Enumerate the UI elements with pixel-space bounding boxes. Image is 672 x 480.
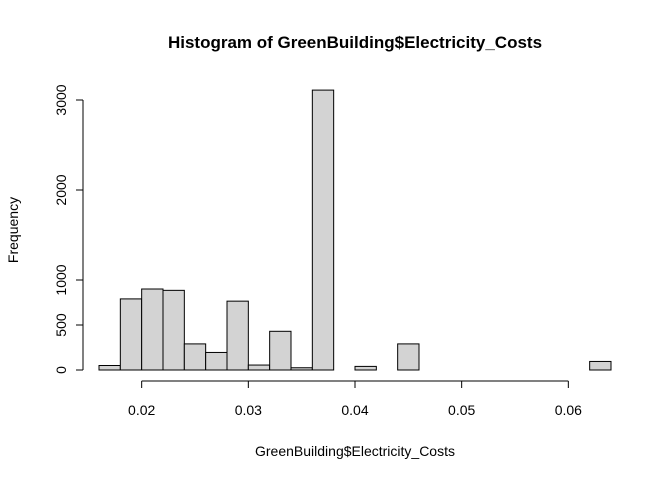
y-tick-label: 0: [53, 366, 69, 374]
y-tick-label: 2000: [53, 174, 69, 205]
histogram-bar: [311, 89, 335, 371]
histogram-bar: [119, 298, 143, 371]
histogram-bar: [205, 351, 228, 371]
x-tick-label: 0.05: [448, 402, 475, 418]
y-tick-label: 3000: [53, 84, 69, 115]
histogram-bar: [162, 289, 185, 371]
histogram-bar: [290, 367, 313, 371]
histogram-bar: [247, 364, 271, 371]
y-axis-label: Frequency: [5, 197, 21, 263]
y-axis: 0 500 1000 2000 3000: [53, 84, 84, 374]
histogram-bar: [183, 343, 207, 371]
histogram-bar: [269, 330, 292, 371]
histogram-bar: [226, 300, 249, 371]
x-axis-label: GreenBuilding$Electricity_Costs: [255, 443, 455, 459]
histogram-bar: [98, 365, 121, 371]
chart-title: Histogram of GreenBuilding$Electricity_C…: [168, 33, 542, 52]
histogram-bar: [141, 288, 164, 371]
x-axis: 0.02 0.03 0.04 0.05 0.06: [128, 380, 582, 418]
x-tick-label: 0.04: [341, 402, 368, 418]
histogram-bar: [397, 343, 420, 371]
histogram-bar: [589, 360, 612, 371]
y-tick-label: 1000: [53, 264, 69, 295]
bars-group: [98, 89, 612, 371]
y-tick-label: 500: [53, 313, 69, 337]
x-tick-label: 0.02: [128, 402, 155, 418]
x-tick-label: 0.06: [555, 402, 582, 418]
histogram-bar: [354, 365, 377, 371]
x-tick-label: 0.03: [235, 402, 262, 418]
